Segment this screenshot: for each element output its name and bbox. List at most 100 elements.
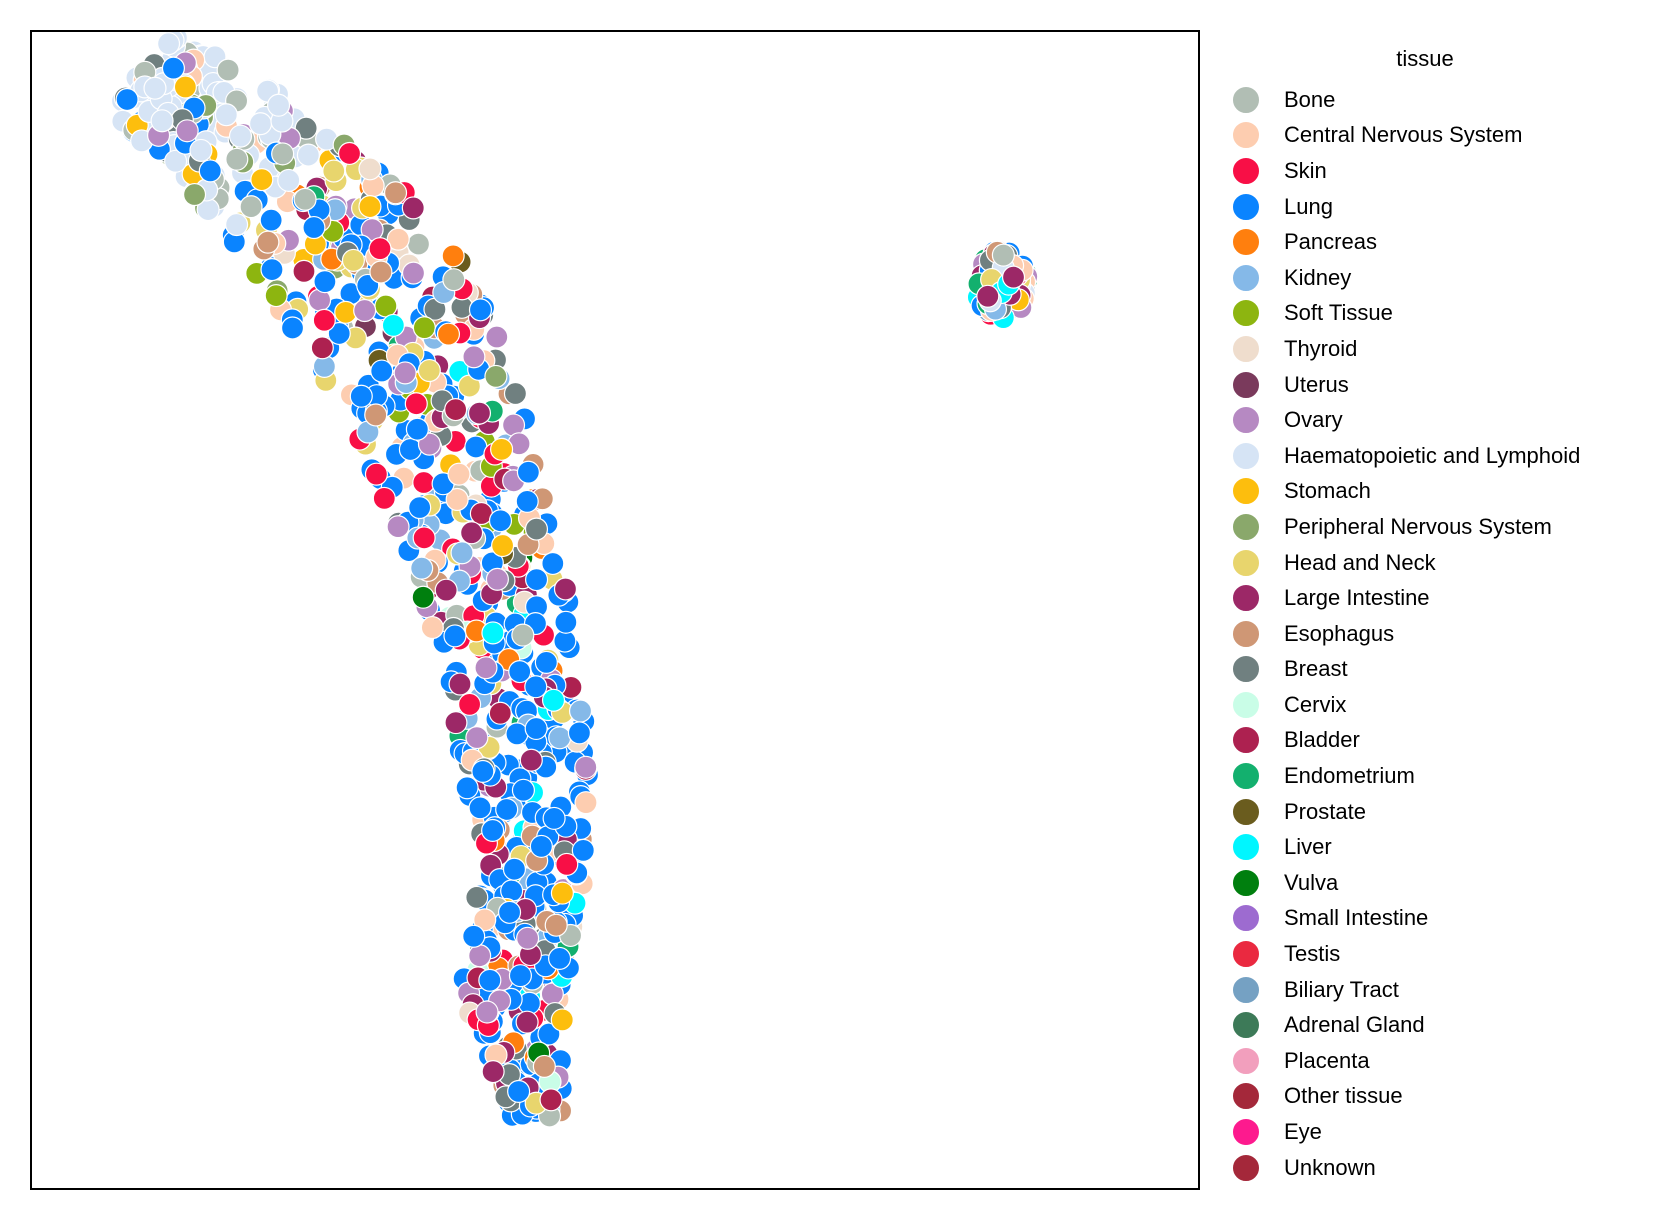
scatter-point: [341, 248, 365, 272]
legend-marker: [1232, 655, 1260, 684]
scatter-point: [571, 838, 595, 862]
legend-label: Breast: [1284, 656, 1348, 682]
scatter-point: [405, 417, 429, 441]
scatter-point: [310, 336, 334, 360]
legend-marker: [1232, 1153, 1260, 1182]
legend-item: Ovary: [1220, 402, 1580, 438]
scatter-point: [515, 489, 539, 513]
scatter-point: [368, 237, 392, 261]
scatter-point: [302, 215, 326, 240]
scatter-point: [277, 168, 301, 192]
legend-item: Liver: [1220, 829, 1580, 865]
scatter-point: [271, 142, 295, 166]
scatter-point: [478, 968, 502, 992]
scatter-point: [353, 298, 377, 323]
legend-marker: [1232, 406, 1260, 435]
legend-label: Other tissue: [1284, 1083, 1403, 1109]
scatter-point: [260, 258, 284, 282]
legend-label: Kidney: [1284, 264, 1352, 290]
legend: tissue Bone Central Nervous System Skin Lun…: [1220, 44, 1650, 1194]
scatter-point: [411, 585, 435, 609]
legend-marker: [1232, 121, 1260, 150]
legend-item: Cervix: [1220, 687, 1580, 723]
legend-label: Bladder: [1284, 727, 1360, 753]
scatter-point: [410, 556, 434, 580]
scatter-point: [292, 259, 316, 283]
scatter-point: [293, 187, 317, 211]
scatter-point: [401, 261, 426, 285]
scatter-point: [541, 688, 566, 712]
scatter-point: [490, 437, 514, 461]
scatter-point: [567, 721, 591, 745]
scatter-point: [524, 675, 548, 699]
scatter-point: [550, 881, 574, 905]
scatter-point: [550, 1008, 574, 1032]
legend-label: Prostate: [1284, 798, 1366, 824]
legend-marker: [1232, 940, 1260, 969]
scatter-point: [417, 358, 441, 383]
scatter-point: [434, 578, 458, 602]
scatter-point: [412, 316, 436, 340]
scatter-point: [460, 521, 484, 545]
scatter-point: [412, 470, 436, 495]
scatter-point: [475, 1000, 499, 1024]
scatter-point: [408, 495, 432, 520]
scatter-point: [349, 384, 373, 408]
scatter-point: [374, 294, 398, 318]
scatter-point: [458, 692, 482, 716]
legend-label: Liver: [1284, 834, 1332, 860]
scatter-point: [568, 699, 593, 723]
legend-label: Eye: [1284, 1119, 1322, 1145]
scatter-point: [386, 227, 410, 251]
scatter-point: [267, 93, 291, 117]
scatter-point: [337, 141, 362, 166]
scatter-point: [436, 322, 461, 346]
scatter-point: [553, 577, 578, 601]
scatter-point: [296, 143, 320, 167]
legend-marker: [1232, 477, 1260, 506]
legend-label: Haematopoietic and Lymphoid: [1284, 442, 1581, 468]
legend-item: Bone: [1220, 82, 1580, 118]
scatter-point: [462, 345, 486, 369]
scatter-point: [474, 656, 498, 680]
scatter-point: [358, 195, 382, 219]
scatter-point: [991, 243, 1015, 267]
scatter-point: [529, 834, 553, 858]
scatter-point: [574, 791, 598, 815]
legend-item: Testis: [1220, 936, 1580, 972]
scatter-point: [471, 759, 495, 784]
scatter-point: [502, 857, 527, 881]
scatter-point: [161, 56, 185, 80]
legend-list: Bone Central Nervous System Skin Lung Pancre…: [1220, 82, 1580, 1185]
scatter-point: [455, 776, 479, 800]
scatter-point: [473, 908, 497, 932]
legend-item: Bladder: [1220, 723, 1580, 759]
legend-marker: [1232, 1011, 1260, 1040]
legend-item: Uterus: [1220, 367, 1580, 403]
scatter-point: [539, 1088, 563, 1112]
legend-marker: [1232, 584, 1260, 613]
scatter-point: [532, 1054, 556, 1078]
scatter-point: [393, 361, 417, 385]
legend-marker: [1232, 156, 1260, 185]
legend-item: Peripheral Nervous System: [1220, 509, 1580, 545]
legend-item: Other tissue: [1220, 1079, 1580, 1115]
scatter-point: [198, 159, 222, 183]
scatter-point: [364, 462, 388, 486]
legend-label: Esophagus: [1284, 620, 1395, 646]
scatter-point: [976, 284, 1000, 308]
scatter-point: [505, 722, 529, 746]
scatter-point: [420, 615, 444, 640]
legend-label: Adrenal Gland: [1284, 1012, 1425, 1038]
scatter-point: [468, 796, 492, 820]
legend-item: Biliary Tract: [1220, 972, 1580, 1008]
scatter-point: [372, 486, 396, 510]
scatter-point: [294, 116, 318, 140]
legend-marker: [1232, 833, 1260, 862]
legend-label: Head and Neck: [1284, 549, 1436, 575]
scatter-point: [462, 924, 486, 948]
legend-item: Endometrium: [1220, 758, 1580, 794]
scatter-point: [488, 701, 512, 725]
scatter-point: [541, 551, 565, 576]
legend-label: Endometrium: [1284, 763, 1415, 789]
